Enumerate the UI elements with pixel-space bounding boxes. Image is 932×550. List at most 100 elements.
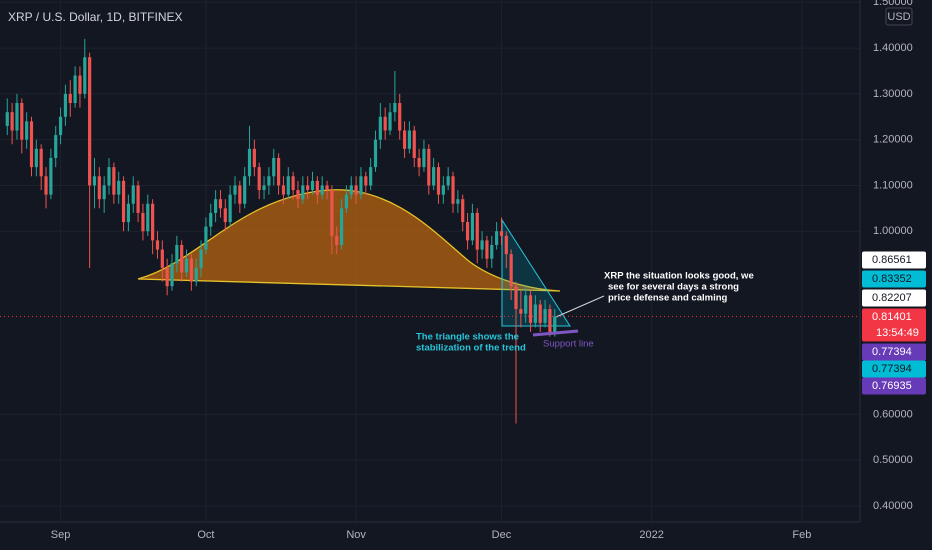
candle-body xyxy=(315,180,319,195)
candle-body xyxy=(49,157,53,195)
candle-body xyxy=(247,148,252,177)
candle-body xyxy=(524,295,528,314)
candle-body xyxy=(88,57,92,186)
candle-body xyxy=(349,185,353,195)
candle-body xyxy=(34,148,38,168)
candle-body xyxy=(441,185,445,195)
candle-body xyxy=(533,304,537,323)
y-tick-label: 1.10000 xyxy=(873,179,913,191)
price-badge-label: 0.81401 xyxy=(872,311,912,323)
candle-body xyxy=(310,180,315,191)
candle-body xyxy=(325,185,329,191)
candle-body xyxy=(514,286,518,310)
candle-body xyxy=(243,176,247,204)
candle-body xyxy=(330,190,334,236)
candle-body xyxy=(398,103,402,131)
candle-body xyxy=(495,231,499,245)
candle-body xyxy=(25,121,29,140)
currency-box[interactable] xyxy=(885,7,913,26)
price-badge xyxy=(862,289,926,307)
candle-body xyxy=(63,93,68,117)
candle-body xyxy=(180,244,184,273)
support-text: Support line xyxy=(543,339,594,350)
y-tick-label: 1.00000 xyxy=(873,225,913,237)
candle-body xyxy=(112,167,116,195)
candle-body xyxy=(107,167,111,186)
candle-body xyxy=(553,316,557,332)
candle-body xyxy=(165,267,169,287)
price-badge-label: 0.77394 xyxy=(872,363,912,375)
candle-body xyxy=(141,212,145,232)
price-badge xyxy=(862,270,926,288)
currency[interactable]: USD xyxy=(887,11,910,23)
candle-body xyxy=(54,135,58,158)
candles xyxy=(5,38,557,424)
y-tick-label: 1.40000 xyxy=(873,42,913,54)
candle-body xyxy=(407,130,412,149)
triangle-text: The triangle shows the xyxy=(416,332,519,343)
candle-body xyxy=(39,148,43,177)
y-tick-label: 1.20000 xyxy=(873,134,913,146)
candle-body xyxy=(238,185,242,204)
candle-body xyxy=(218,199,223,209)
candle-body xyxy=(170,263,174,287)
price-badge xyxy=(862,360,926,378)
overlay: 1.50000 1.40000 1.30000 1.20000 1.10000 1.000… xyxy=(0,0,926,541)
candle-body xyxy=(97,176,101,200)
candle-body xyxy=(480,240,484,250)
y-tick-label: 1.30000 xyxy=(873,88,913,100)
candle-body xyxy=(189,258,193,282)
candle-body xyxy=(83,57,87,94)
candle-body xyxy=(117,180,121,195)
y-tick-label: 1.50000 xyxy=(873,0,913,8)
price-badge-label: 0.83352 xyxy=(872,273,912,285)
candle-body xyxy=(369,167,373,186)
candle-body xyxy=(5,112,9,126)
price-badge-label: 0.77394 xyxy=(872,346,912,358)
candle-body xyxy=(20,103,24,140)
candle-body xyxy=(68,93,72,104)
candle-body xyxy=(175,244,179,264)
price-badge xyxy=(862,308,926,342)
candle-body xyxy=(528,295,533,323)
candle-body xyxy=(291,176,295,191)
candle-body xyxy=(490,244,494,259)
candle-body xyxy=(155,240,160,250)
candle-body xyxy=(136,185,140,213)
candle-body xyxy=(10,112,14,131)
candle-body xyxy=(58,116,63,136)
candle-body xyxy=(504,235,508,255)
price-badge-label: 0.82207 xyxy=(872,292,912,304)
candle-body xyxy=(470,212,474,241)
candle-body xyxy=(461,199,465,223)
candle-body xyxy=(465,222,470,241)
triangle-drawing xyxy=(501,218,571,327)
candle-body xyxy=(543,309,547,323)
comment-text: XRP the situation looks good, we xyxy=(604,271,754,282)
candle-body xyxy=(432,167,436,186)
x-tick-label: Oct xyxy=(197,529,214,541)
price-badge xyxy=(862,377,926,395)
candle-body xyxy=(456,199,460,204)
candle-body xyxy=(209,212,213,227)
candle-body xyxy=(378,116,382,140)
candle-body xyxy=(276,157,281,186)
triangle-text: stabilization of the trend xyxy=(416,343,526,354)
comment-pointer xyxy=(555,295,605,318)
candle-body xyxy=(335,235,339,245)
x-tick-label: 2022 xyxy=(639,529,663,541)
candle-body xyxy=(301,185,305,200)
candle-body xyxy=(78,75,82,94)
candle-body xyxy=(509,254,513,287)
candle-body xyxy=(320,185,324,195)
candle-body xyxy=(383,116,387,131)
candle-body xyxy=(519,309,523,314)
candle-body xyxy=(262,185,266,191)
candle-body xyxy=(73,75,77,104)
candle-body xyxy=(548,309,552,332)
candle-body xyxy=(446,176,450,186)
candle-body xyxy=(354,185,358,195)
x-tick-label: Nov xyxy=(346,529,366,541)
candle-body xyxy=(199,249,203,268)
